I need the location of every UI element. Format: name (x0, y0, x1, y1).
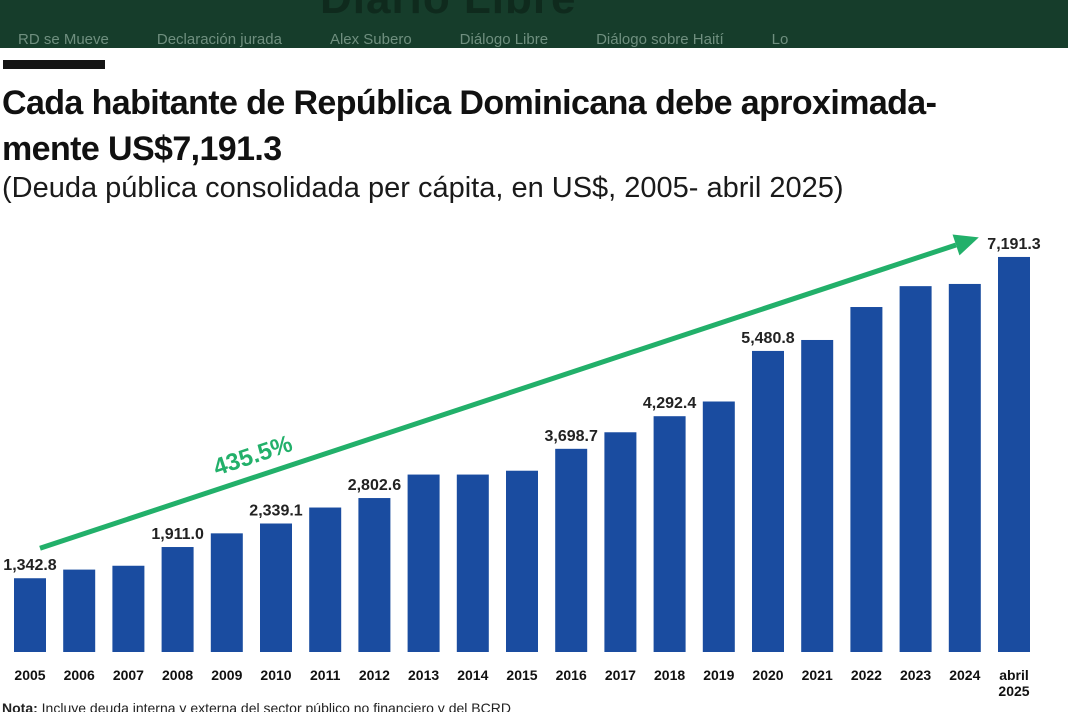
bar-2010 (260, 523, 292, 652)
site-header: Diario Libre RD se Mueve Declaración jur… (0, 0, 1068, 48)
bar-abril-2025 (998, 256, 1030, 652)
bar-2018 (653, 416, 686, 652)
nav-item-more[interactable]: Lo (771, 32, 789, 48)
growth-arrow-head (952, 234, 979, 256)
bar-2011 (309, 507, 342, 652)
bar-2008 (161, 547, 194, 652)
x-tick-label-abril-2025: abril 2025 (998, 667, 1029, 699)
x-tick-label-2019: 2019 (703, 667, 734, 683)
nav-item-dialogo-haiti[interactable]: Diálogo sobre Haití (596, 32, 724, 48)
nav-item-rd-se-mueve[interactable]: RD se Mueve (18, 32, 109, 48)
x-tick-label-2021: 2021 (802, 667, 833, 683)
nav-item-alex-subero[interactable]: Alex Subero (329, 32, 412, 48)
x-tick-label-2016: 2016 (556, 667, 587, 683)
x-tick-label-2017: 2017 (605, 667, 636, 683)
x-tick-label-2007: 2007 (113, 667, 144, 683)
value-label-2005: 1,342.8 (3, 557, 56, 574)
x-tick-label-2008: 2008 (162, 667, 193, 683)
value-label-2020: 5,480.8 (741, 330, 794, 347)
value-labels-group: 1,342.8 1,911.0 2,339.1 2,802.6 3,698.7 4,292… (3, 236, 1040, 574)
footnote-text: Incluye deuda interna y externa del sect… (37, 700, 511, 712)
bar-2020 (752, 350, 784, 652)
x-tick-label-2023: 2023 (900, 667, 931, 683)
value-label-2018: 4,292.4 (643, 395, 696, 412)
chart-title-line-1: Cada habitante de República Dominicana d… (2, 84, 937, 122)
bar-2016 (555, 448, 588, 652)
bar-chart: 1,342.8 1,911.0 2,339.1 2,802.6 3,698.7 4,292… (3, 234, 1041, 699)
bar-2005 (14, 578, 46, 652)
x-tick-label-2024: 2024 (949, 667, 980, 683)
bar-2017 (604, 432, 637, 652)
x-tick-label-2005: 2005 (14, 667, 45, 683)
top-nav: RD se Mueve Declaración jurada Alex Sube… (0, 32, 1068, 48)
growth-percentage-label: 435.5% (210, 430, 296, 481)
bar-2007 (112, 565, 145, 652)
value-label-2010: 2,339.1 (249, 503, 302, 520)
chart-subtitle: (Deuda pública consolidada per cápita, e… (2, 172, 844, 204)
value-label-2016: 3,698.7 (545, 428, 598, 445)
footnote-label: Nota: (2, 700, 38, 712)
x-tick-label-2006: 2006 (64, 667, 95, 683)
bar-2022 (850, 307, 883, 652)
nav-item-declaracion-jurada[interactable]: Declaración jurada (156, 32, 282, 48)
bar-2014 (456, 474, 489, 652)
nav-item-dialogo-libre[interactable]: Diálogo Libre (459, 32, 549, 48)
site-logo[interactable]: Diario Libre (320, 0, 577, 24)
x-tick-label-2011: 2011 (310, 667, 341, 683)
x-tick-label-2015: 2015 (506, 667, 537, 683)
bar-2024 (948, 283, 981, 652)
bars-group (14, 256, 1030, 652)
bar-2021 (801, 339, 834, 652)
bar-2015 (506, 470, 538, 652)
bar-2013 (407, 474, 440, 652)
chart-title-line-2: mente US$7,191.3 (2, 130, 282, 168)
title-accent-rule (3, 60, 105, 69)
bar-2019 (702, 401, 735, 652)
value-label-2008: 1,911.0 (151, 526, 204, 543)
bar-2006 (63, 569, 96, 652)
chart-title: Cada habitante de República Dominicana d… (2, 80, 1068, 172)
footnote: Nota: Incluye deuda interna y externa de… (2, 700, 1002, 712)
value-label-2012: 2,802.6 (348, 477, 401, 494)
x-tick-label-2020: 2020 (752, 667, 783, 683)
x-tick-label-2018: 2018 (654, 667, 685, 683)
bar-2012 (358, 498, 391, 652)
value-label-abril-2025: 7,191.3 (987, 236, 1040, 253)
x-tick-label-2010: 2010 (260, 667, 291, 683)
x-tick-label-2013: 2013 (408, 667, 439, 683)
x-tick-label-2014: 2014 (457, 667, 488, 683)
x-tick-label-2009: 2009 (211, 667, 242, 683)
x-tick-label-2012: 2012 (359, 667, 390, 683)
bar-2009 (210, 533, 243, 652)
growth-arrow-line (39, 242, 957, 551)
bar-2023 (899, 286, 932, 652)
x-axis-labels-group: 2005 2006 2007 2008 2009 2010 2011 2012 2013 2014… (14, 667, 1029, 699)
x-tick-label-2022: 2022 (851, 667, 882, 683)
